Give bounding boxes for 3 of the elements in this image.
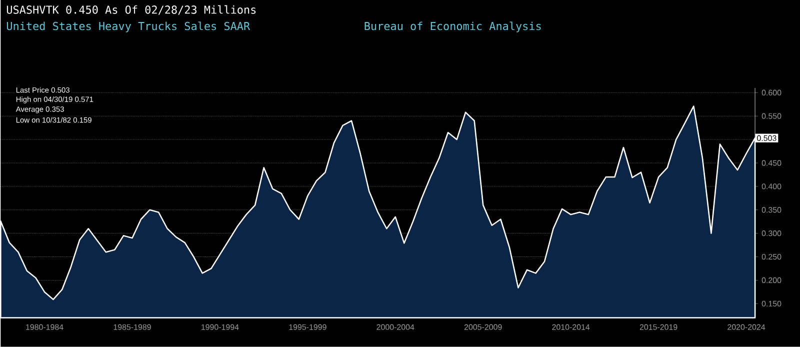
- text: Bureau of Economic Analysis: [364, 22, 541, 32]
- chart-title: United States Heavy Trucks Sales SAAR: [6, 22, 250, 32]
- chart-subtitle: USASHVTK 0.450 As Of 02/28/23 Millions: [6, 5, 256, 15]
